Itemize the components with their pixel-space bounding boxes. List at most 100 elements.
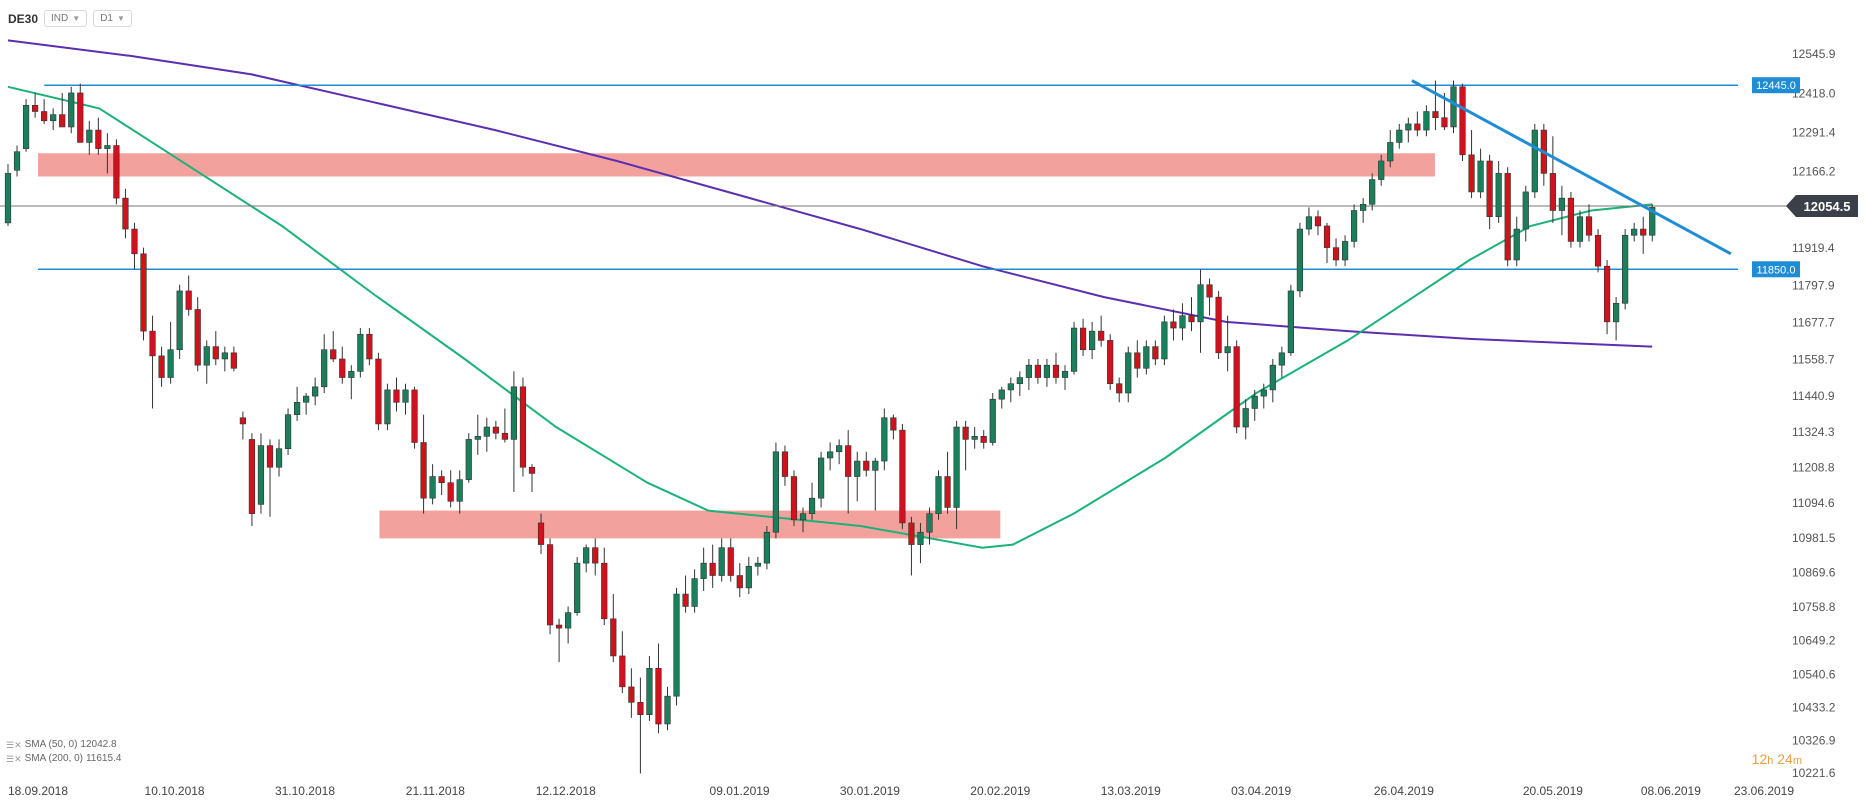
candle-body — [1603, 265, 1611, 323]
candle-body — [293, 401, 301, 415]
candle-body — [1296, 228, 1304, 292]
candle-countdown: 12h 24m — [1752, 751, 1802, 767]
y-tick-label: 11440.9 — [1792, 389, 1835, 403]
candle-body — [312, 386, 319, 397]
candle-body — [845, 445, 852, 477]
candle-body — [275, 448, 283, 468]
x-tick-label: 10.10.2018 — [145, 784, 205, 798]
timer-hours-unit: h — [1767, 755, 1774, 767]
candle-body — [4, 173, 12, 224]
y-tick-label: 12545.9 — [1792, 47, 1836, 61]
legend-sma50[interactable]: ☰✕ SMA (50, 0) 12042.8 — [6, 738, 121, 752]
candle-body — [1631, 228, 1638, 236]
instrument-type-select[interactable]: IND ▼ — [44, 10, 88, 27]
candle-body — [817, 457, 825, 499]
candle-body — [303, 395, 310, 403]
level-badge — [1752, 261, 1800, 278]
resistance-zone — [379, 510, 1001, 539]
x-tick-label: 23.06.2019 — [1734, 784, 1794, 798]
y-tick-label: 10869.6 — [1792, 566, 1836, 580]
candle-body — [1613, 302, 1620, 323]
chart-toolbar: DE30 IND ▼ D1 ▼ — [8, 10, 132, 27]
candle-body — [1089, 330, 1096, 350]
candle-body — [799, 513, 807, 521]
candle-body — [1351, 210, 1358, 242]
candle-body — [68, 92, 75, 128]
candle-body — [537, 522, 545, 545]
x-tick-label: 18.09.2018 — [8, 784, 68, 798]
candle-body — [1585, 216, 1593, 236]
candle-body — [881, 417, 888, 462]
candle-body — [1341, 241, 1349, 261]
current-price-label: 12054.5 — [1804, 199, 1851, 214]
legend-sma200[interactable]: ☰✕ SMA (200, 0) 11615.4 — [6, 752, 121, 766]
x-tick-label: 21.11.2018 — [406, 784, 465, 798]
candle-body — [1432, 111, 1439, 118]
candle-body — [1360, 204, 1367, 211]
candle-body — [167, 349, 174, 378]
candle-body — [203, 346, 210, 366]
candle-body — [438, 476, 445, 484]
candle-body — [610, 618, 617, 657]
candle-body — [1558, 197, 1566, 211]
sma50-value: 12042.8 — [80, 739, 117, 750]
candle-body — [22, 105, 30, 149]
candle-body — [384, 389, 391, 425]
settings-icon[interactable]: ☰✕ — [6, 754, 22, 764]
candle-body — [1152, 346, 1159, 360]
candle-body — [1305, 216, 1313, 230]
candle-body — [682, 593, 689, 607]
instrument-type-value: IND — [51, 13, 69, 24]
candle-body — [1594, 234, 1602, 267]
x-tick-label: 20.05.2019 — [1523, 784, 1583, 798]
candle-body — [1188, 315, 1195, 323]
candle-body — [230, 352, 237, 369]
level-label: 12445.0 — [1756, 80, 1796, 92]
candle-body — [1441, 117, 1448, 128]
candle-body — [1170, 321, 1177, 329]
candle-body — [339, 358, 346, 378]
candle-body — [149, 330, 156, 357]
symbol-label[interactable]: DE30 — [8, 11, 39, 26]
candle-body — [77, 92, 84, 143]
settings-icon[interactable]: ☰✕ — [6, 740, 22, 750]
candle-body — [962, 426, 969, 440]
candle-body — [104, 145, 111, 149]
y-tick-label: 10981.5 — [1792, 531, 1836, 545]
x-tick-label: 03.04.2019 — [1231, 784, 1291, 798]
candle-body — [601, 562, 608, 620]
candle-body — [95, 129, 102, 149]
candle-body — [1116, 383, 1123, 394]
candle-body — [1260, 389, 1267, 397]
chevron-down-icon: ▼ — [72, 14, 81, 23]
trend-line — [1411, 79, 1732, 256]
candle-body — [745, 565, 752, 589]
candle-body — [1387, 142, 1394, 162]
candle-body — [827, 451, 834, 459]
y-tick-label: 10433.2 — [1792, 701, 1836, 715]
candle-body — [899, 429, 906, 524]
candle-body — [1576, 216, 1584, 242]
candle-body — [1405, 123, 1412, 131]
y-tick-label: 11677.7 — [1792, 316, 1835, 330]
candle-body — [1531, 129, 1538, 193]
sma50-line — [7, 85, 1653, 549]
timeframe-select[interactable]: D1 ▼ — [93, 10, 132, 27]
sma200-line — [7, 39, 1653, 348]
y-tick-label: 11324.3 — [1792, 425, 1835, 439]
candle-body — [953, 426, 960, 508]
candle-body — [664, 695, 671, 725]
candle-body — [1251, 395, 1258, 409]
indicator-legend: ☰✕ SMA (50, 0) 12042.8 ☰✕ SMA (200, 0) 1… — [6, 738, 121, 766]
candle-body — [1025, 364, 1032, 378]
candle-body — [59, 114, 66, 128]
y-tick-label: 12166.2 — [1792, 164, 1836, 178]
candle-body — [1477, 160, 1484, 193]
candle-body — [546, 544, 554, 626]
candle-body — [781, 451, 789, 477]
candle-body — [1233, 346, 1240, 428]
candle-body — [772, 451, 780, 533]
candle-body — [402, 389, 409, 403]
candle-body — [1622, 234, 1629, 304]
